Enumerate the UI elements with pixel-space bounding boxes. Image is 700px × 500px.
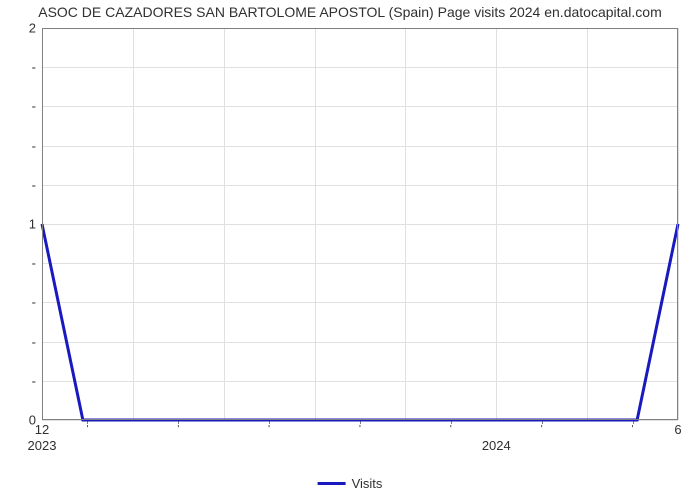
chart-title: ASOC DE CAZADORES SAN BARTOLOME APOSTOL …	[0, 4, 700, 20]
y-minor-tick: -	[32, 60, 42, 75]
y-minor-tick: -	[32, 177, 42, 192]
series-polyline	[42, 224, 678, 420]
y-tick-label: 1	[29, 217, 42, 232]
legend-label: Visits	[352, 476, 383, 491]
x-tick-label-year: 2023	[28, 420, 57, 453]
series-line	[42, 28, 678, 420]
y-minor-tick: -	[32, 373, 42, 388]
x-minor-tick-label: '	[359, 420, 361, 435]
x-minor-tick-label: '	[86, 420, 88, 435]
grid-line-vertical	[678, 28, 679, 420]
y-minor-tick: -	[32, 334, 42, 349]
x-minor-tick-label: '	[541, 420, 543, 435]
legend-swatch	[318, 482, 346, 485]
y-minor-tick: -	[32, 256, 42, 271]
plot-area: 0----1----2'''''''12620232024	[42, 28, 678, 420]
y-minor-tick: -	[32, 295, 42, 310]
x-minor-tick-label: '	[268, 420, 270, 435]
legend: Visits	[318, 476, 383, 491]
x-tick-label-year: 2024	[482, 420, 511, 453]
x-minor-tick-label: '	[632, 420, 634, 435]
x-tick-label-month: 6	[674, 420, 681, 437]
x-minor-tick-label: '	[177, 420, 179, 435]
y-minor-tick: -	[32, 138, 42, 153]
y-tick-label: 2	[29, 21, 42, 36]
y-minor-tick: -	[32, 99, 42, 114]
x-minor-tick-label: '	[450, 420, 452, 435]
chart-container: ASOC DE CAZADORES SAN BARTOLOME APOSTOL …	[0, 0, 700, 500]
